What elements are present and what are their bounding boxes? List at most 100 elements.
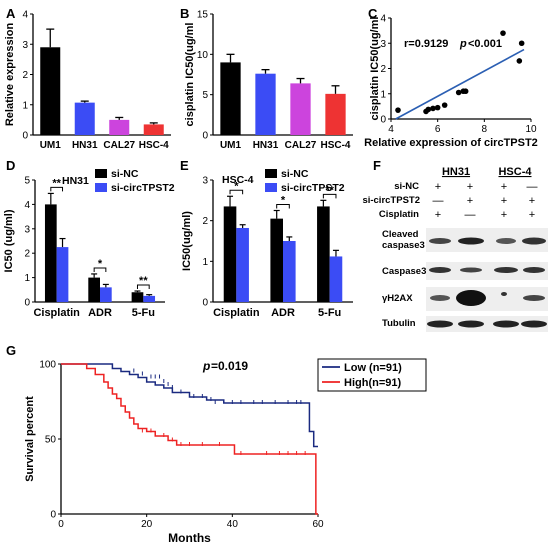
blot-row-label-cisplatin: Cisplatin — [379, 209, 419, 220]
d-sig-bracket-2 — [136, 284, 150, 290]
c-point-11 — [518, 40, 525, 47]
d-bar-s0-1 — [88, 277, 100, 302]
g-legend-label-0: Low (n=91) — [344, 362, 402, 374]
b-x-tick-label-1: HN31 — [253, 140, 279, 151]
blot-cellline-hsc4: HSC-4 — [498, 166, 532, 178]
d-y-tick-label-5: 5 — [24, 176, 30, 187]
b-y-tick-label-1: 5 — [202, 90, 208, 101]
g-x-axis-label: Months — [168, 531, 211, 545]
a-x-tick-label-2: CAL27 — [103, 140, 135, 151]
lane1-sicirc-sign: — — [433, 195, 444, 207]
a-y-tick-label-1: 1 — [22, 100, 28, 111]
blot-strip-tubulin — [426, 316, 548, 332]
blot-band-gh2ax-lane4 — [523, 295, 545, 301]
d-x-tick-label-0: Cisplatin — [33, 307, 80, 319]
b-x-tick-label-0: UM1 — [220, 140, 242, 151]
lane2-sicirc-sign: + — [467, 195, 473, 207]
d-sig-label-0: ** — [52, 177, 61, 189]
e-y-axis-label: IC50(ug/ml) — [181, 211, 193, 271]
blot-band-tub-lane3 — [493, 320, 519, 328]
panel-letter-d: D — [6, 158, 15, 173]
blot-row-label-sinc: si-NC — [394, 181, 419, 192]
a-bar-0 — [40, 47, 61, 135]
c-x-tick-label-2: 8 — [482, 124, 488, 135]
e-sig-label-2: ** — [325, 184, 334, 196]
panel-letter-c: C — [368, 6, 378, 21]
c-y-axis-label: cisplatin IC50(ug/ml — [369, 17, 381, 121]
a-y-tick-label-4: 4 — [22, 10, 28, 21]
c-x-tick-label-1: 6 — [435, 124, 441, 135]
blot-protein-caspase3: Caspase3 — [382, 266, 426, 277]
c-point-4 — [434, 104, 441, 111]
g-y-tick-label-2: 100 — [39, 360, 56, 371]
d-y-tick-label-4: 4 — [24, 200, 30, 211]
e-legend-swatch-1 — [265, 183, 277, 192]
e-x-tick-label-0: Cisplatin — [213, 307, 260, 319]
b-y-tick-label-0: 0 — [202, 131, 208, 142]
b-bar-1 — [255, 73, 276, 135]
blot-protein-cleaved-caspase3-line1: Cleaved — [382, 229, 419, 240]
d-y-tick-label-3: 3 — [24, 224, 30, 235]
panel-letter-a: A — [6, 6, 16, 21]
d-y-tick-label-2: 2 — [24, 249, 30, 260]
c-x-axis-label: Relative expression of circTPST2 — [364, 137, 538, 149]
e-bar-s1-2 — [329, 256, 343, 302]
e-y-tick-label-1: 1 — [202, 257, 208, 268]
a-x-tick-label-0: UM1 — [40, 140, 62, 151]
lane4-sicirc-sign: + — [529, 195, 535, 207]
lane4-sinc-sign: — — [527, 181, 538, 193]
c-y-tick-label-0: 0 — [380, 115, 386, 126]
blot-band-tub-lane1 — [427, 320, 453, 328]
lane1-sinc-sign: + — [435, 181, 441, 193]
e-y-tick-label-3: 3 — [202, 176, 208, 187]
lane3-cis-sign: + — [501, 209, 507, 221]
e-bar-s1-0 — [236, 227, 249, 302]
d-x-tick-label-2: 5-Fu — [132, 307, 155, 319]
e-legend-swatch-0 — [265, 169, 277, 178]
a-bar-3 — [143, 124, 164, 135]
g-x-tick-label-3: 60 — [312, 519, 324, 530]
d-title: HN31 — [62, 175, 89, 187]
g-x-tick-label-0: 0 — [58, 519, 64, 530]
b-bar-2 — [290, 83, 311, 135]
e-bar-s1-1 — [283, 241, 296, 302]
d-x-tick-label-1: ADR — [88, 307, 112, 319]
g-y-tick-label-0: 0 — [50, 510, 56, 521]
blot-band-tub-lane2 — [458, 320, 484, 328]
e-bar-s0-2 — [317, 206, 330, 302]
lane2-cis-sign: — — [465, 209, 476, 221]
d-y-tick-label-1: 1 — [24, 273, 30, 284]
blot-strip-caspase3 — [426, 262, 548, 280]
lane2-sinc-sign: + — [467, 181, 473, 193]
lane3-sinc-sign: + — [501, 181, 507, 193]
blot-cellline-hn31: HN31 — [442, 166, 470, 178]
e-sig-bracket-1 — [276, 204, 290, 209]
b-x-tick-label-3: HSC-4 — [320, 140, 350, 151]
chart-g-survival: 0 50 100 Survival percent 0 20 40 60 Months Low (… — [24, 358, 427, 545]
lane1-cis-sign: + — [435, 209, 441, 221]
e-sig-label-1: * — [281, 195, 286, 207]
e-legend-label-1: si-circTPST2 — [281, 182, 345, 194]
e-legend-label-0: si-NC — [281, 168, 309, 180]
blot-band-c3-lane2 — [460, 267, 482, 273]
g-curve-1 — [61, 363, 318, 515]
c-x-tick-label-3: 10 — [525, 124, 537, 135]
e-x-tick-label-2: 5-Fu — [318, 307, 341, 319]
panel-letter-e: E — [180, 158, 189, 173]
blot-protein-tubulin: Tubulin — [382, 318, 416, 329]
blot-band-cc3-lane3 — [496, 238, 516, 244]
g-x-tick-label-1: 20 — [141, 519, 153, 530]
panel-letter-g: G — [6, 343, 16, 358]
d-legend-label-0: si-NC — [111, 168, 139, 180]
a-y-tick-label-0: 0 — [22, 131, 28, 142]
blot-band-gh2ax-lane3 — [501, 292, 507, 296]
e-sig-bracket-2 — [322, 193, 337, 199]
c-y-tick-label-1: 1 — [380, 89, 386, 100]
c-point-8 — [462, 88, 469, 95]
blot-lane-4: — + + — [527, 181, 538, 221]
a-y-tick-label-2: 2 — [22, 70, 28, 81]
c-y-tick-label-3: 3 — [380, 39, 386, 50]
c-point-3 — [430, 105, 436, 112]
